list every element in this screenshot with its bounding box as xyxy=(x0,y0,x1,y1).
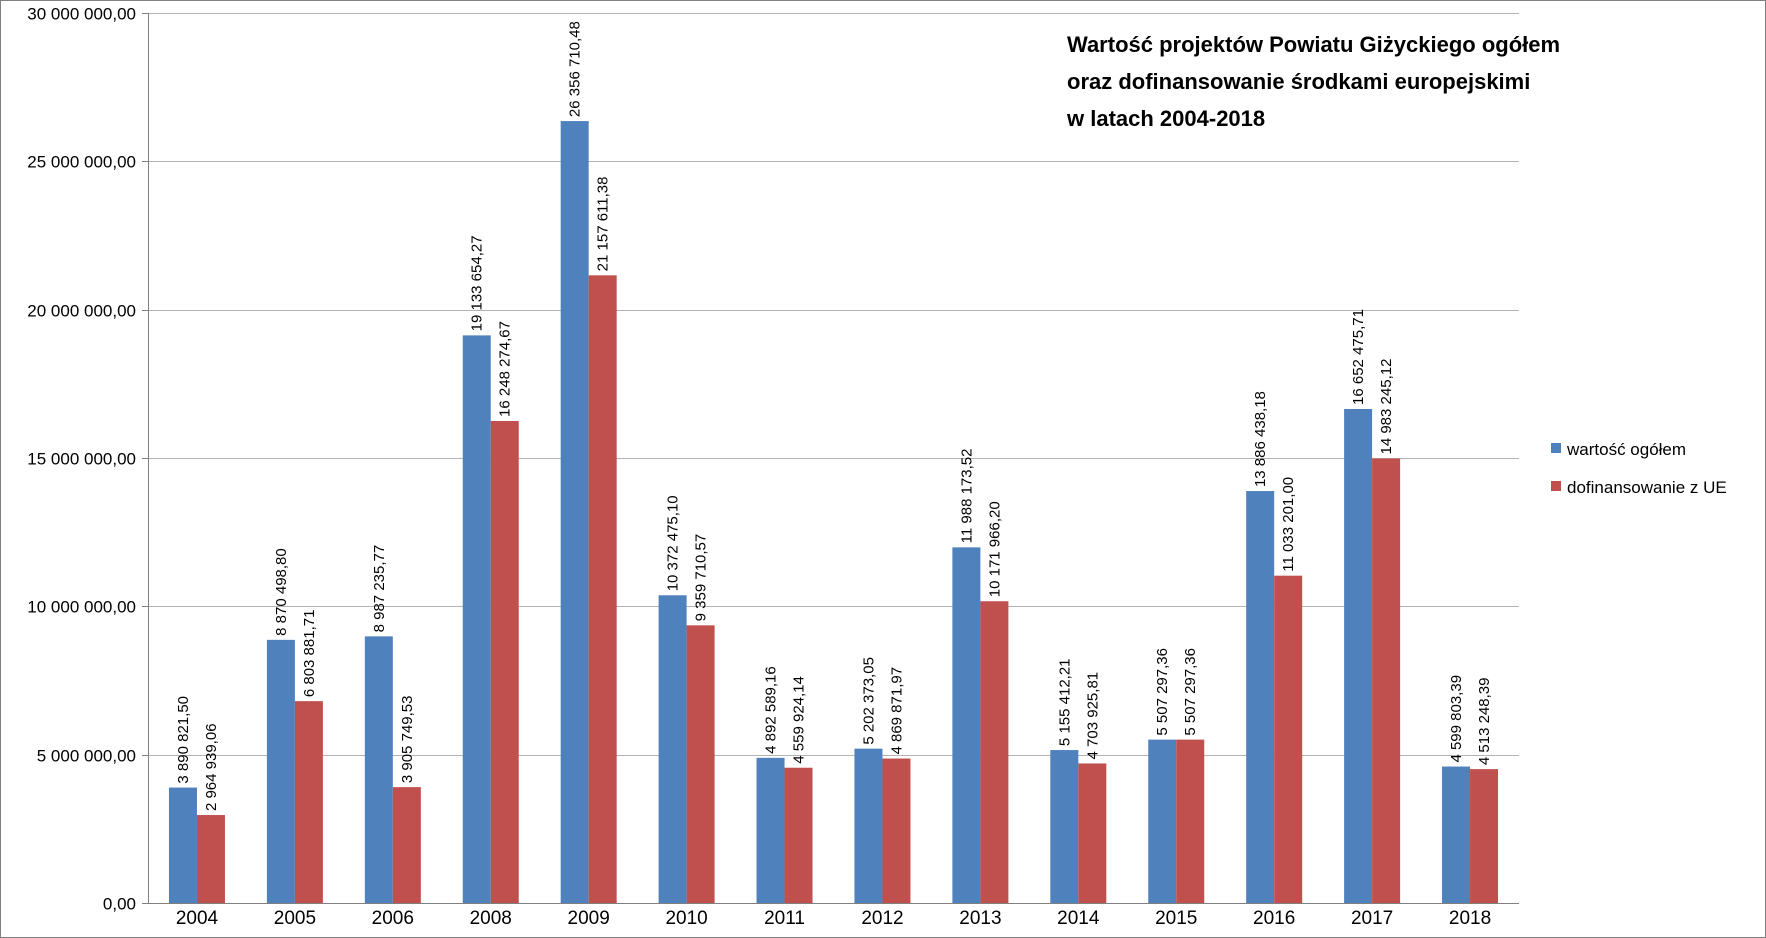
data-label: 4 892 589,16 xyxy=(763,666,780,754)
data-label: 19 133 654,27 xyxy=(469,235,486,331)
x-tick-label: 2018 xyxy=(1449,908,1491,929)
data-label: 5 507 297,36 xyxy=(1154,648,1171,736)
bar-wartosc-ogolem xyxy=(854,748,883,903)
y-tick-label: 0,00 xyxy=(103,895,136,914)
data-label: 3 905 749,53 xyxy=(399,696,416,784)
data-label: 26 356 710,48 xyxy=(567,21,584,117)
x-tick-label: 2016 xyxy=(1253,908,1295,929)
chart-title: Wartość projektów Powiatu Giżyckiego ogó… xyxy=(1066,32,1560,131)
data-label: 10 171 966,20 xyxy=(986,501,1003,597)
y-tick-label: 10 000 000,00 xyxy=(27,598,136,617)
data-labels: 3 890 821,50 2 964 939,06 8 870 498,80 6 80… xyxy=(175,21,1493,811)
data-label: 8 870 498,80 xyxy=(273,548,290,636)
bar-wartosc-ogolem xyxy=(266,639,295,903)
chart-title-line-2: oraz dofinansowanie środkami europejskim… xyxy=(1067,69,1530,94)
bar-dofinansowanie-ue xyxy=(196,815,225,903)
legend: wartość ogółem dofinansowanie z UE xyxy=(1551,440,1727,497)
data-label: 5 507 297,36 xyxy=(1182,648,1199,736)
bar-wartosc-ogolem xyxy=(560,121,589,904)
y-tick-label: 5 000 000,00 xyxy=(37,747,136,766)
bar-dofinansowanie-ue xyxy=(1176,739,1205,903)
bar-dofinansowanie-ue xyxy=(392,787,421,903)
y-tick-label: 20 000 000,00 xyxy=(27,302,136,321)
bar-dofinansowanie-ue xyxy=(882,758,911,903)
y-axis-ticks: 0,00 5 000 000,00 10 000 000,00 15 000 000,… xyxy=(27,5,148,914)
legend-swatch-dofinansowanie xyxy=(1551,481,1561,491)
bar-dofinansowanie-ue xyxy=(294,701,323,903)
bar-wartosc-ogolem xyxy=(1148,739,1177,903)
data-label: 8 987 235,77 xyxy=(371,545,388,633)
data-label: 4 703 925,81 xyxy=(1084,672,1101,760)
bar-dofinansowanie-ue xyxy=(686,625,715,903)
legend-label-wartosc: wartość ogółem xyxy=(1566,440,1686,459)
x-tick-label: 2013 xyxy=(959,908,1001,929)
x-tick-label: 2004 xyxy=(176,908,219,929)
data-label: 6 803 881,71 xyxy=(301,610,318,698)
bars xyxy=(168,121,1499,904)
bar-wartosc-ogolem xyxy=(1344,408,1373,903)
data-label: 21 157 611,38 xyxy=(595,177,612,272)
data-label: 11 033 201,00 xyxy=(1280,477,1297,572)
bar-wartosc-ogolem xyxy=(1246,491,1275,903)
x-tick-label: 2011 xyxy=(764,908,805,929)
x-tick-label: 2015 xyxy=(1155,908,1197,929)
data-label: 16 248 274,67 xyxy=(497,321,514,417)
x-tick-label: 2014 xyxy=(1057,908,1100,929)
data-label: 10 372 475,10 xyxy=(665,495,682,591)
x-tick-label: 2006 xyxy=(372,908,414,929)
bar-dofinansowanie-ue xyxy=(1274,575,1303,903)
bar-dofinansowanie-ue xyxy=(980,601,1009,903)
bar-dofinansowanie-ue xyxy=(1470,769,1499,903)
data-label: 5 155 412,21 xyxy=(1056,658,1073,746)
y-tick-label: 15 000 000,00 xyxy=(27,450,136,469)
data-label: 2 964 939,06 xyxy=(203,723,220,811)
bar-wartosc-ogolem xyxy=(462,335,491,903)
bar-wartosc-ogolem xyxy=(1442,766,1471,903)
legend-label-dofinansowanie: dofinansowanie z UE xyxy=(1567,478,1727,497)
bar-dofinansowanie-ue xyxy=(1372,458,1401,903)
x-tick-label: 2009 xyxy=(568,908,610,929)
data-label: 5 202 373,05 xyxy=(860,657,877,745)
data-label: 9 359 710,57 xyxy=(693,534,710,622)
data-label: 14 983 245,12 xyxy=(1378,359,1395,455)
data-label: 4 559 924,14 xyxy=(791,676,808,764)
x-tick-label: 2017 xyxy=(1351,908,1393,929)
data-label: 4 513 248,39 xyxy=(1476,678,1493,766)
bar-wartosc-ogolem xyxy=(168,787,197,903)
bar-dofinansowanie-ue xyxy=(784,767,813,903)
data-label: 16 652 475,71 xyxy=(1350,309,1367,405)
data-label: 3 890 821,50 xyxy=(175,696,192,784)
bar-dofinansowanie-ue xyxy=(490,420,519,903)
gridlines xyxy=(148,13,1519,756)
x-tick-label: 2012 xyxy=(861,908,903,929)
legend-swatch-wartosc xyxy=(1551,443,1561,453)
bar-dofinansowanie-ue xyxy=(588,275,617,903)
bar-dofinansowanie-ue xyxy=(1078,763,1107,903)
data-label: 11 988 173,52 xyxy=(958,449,975,544)
data-label: 4 599 803,39 xyxy=(1448,675,1465,763)
bar-wartosc-ogolem xyxy=(658,595,687,903)
data-label: 13 886 438,18 xyxy=(1252,391,1269,487)
x-tick-label: 2010 xyxy=(665,908,707,929)
x-tick-label: 2005 xyxy=(274,908,316,929)
x-tick-label: 2008 xyxy=(470,908,512,929)
chart-title-line-3: w latach 2004-2018 xyxy=(1066,106,1265,131)
y-tick-label: 25 000 000,00 xyxy=(27,153,136,172)
y-tick-label: 30 000 000,00 xyxy=(27,5,136,24)
chart-title-line-1: Wartość projektów Powiatu Giżyckiego ogó… xyxy=(1067,32,1560,57)
x-axis-ticks: 2004 2005 2006 2008 2009 2010 2011 2012 2013 2014… xyxy=(176,908,1491,929)
bar-wartosc-ogolem xyxy=(952,547,981,903)
bar-wartosc-ogolem xyxy=(1050,750,1079,903)
bar-wartosc-ogolem xyxy=(364,636,393,903)
data-label: 4 869 871,97 xyxy=(888,667,905,755)
bar-wartosc-ogolem xyxy=(756,757,785,903)
